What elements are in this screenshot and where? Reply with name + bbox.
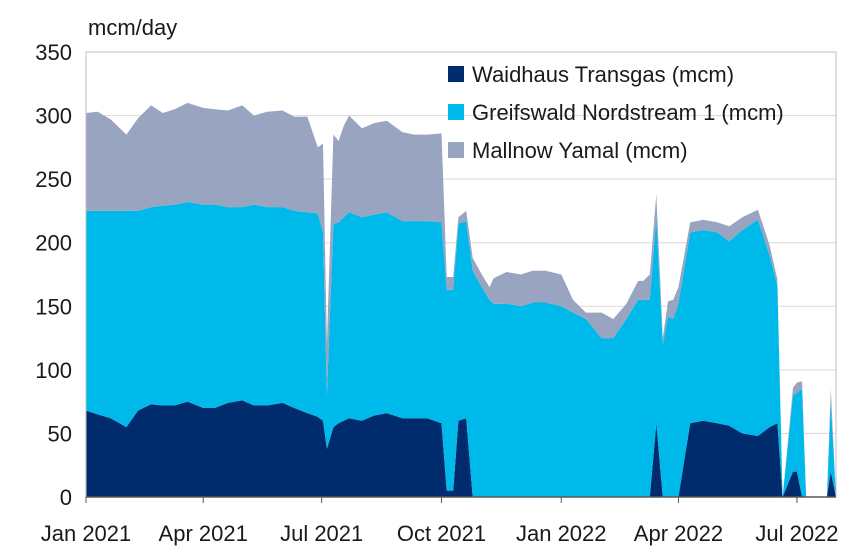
x-tick-label: Apr 2022	[634, 521, 723, 546]
area-series-2	[86, 102, 836, 498]
y-tick-label: 350	[35, 40, 72, 65]
y-tick-label: 50	[48, 421, 72, 446]
y-tick-label: 100	[35, 358, 72, 383]
area-series-1	[86, 202, 836, 497]
x-tick-label: Jul 2022	[755, 521, 838, 546]
x-tick-label: Apr 2021	[159, 521, 248, 546]
legend-swatch	[448, 66, 464, 82]
y-tick-label: 250	[35, 167, 72, 192]
y-tick-label: 300	[35, 104, 72, 129]
legend-label: Waidhaus Transgas (mcm)	[472, 62, 734, 87]
x-tick-label: Oct 2021	[397, 521, 486, 546]
legend-swatch	[448, 104, 464, 120]
x-tick-label: Jan 2022	[516, 521, 607, 546]
legend-label: Mallnow Yamal (mcm)	[472, 138, 688, 163]
legend: Waidhaus Transgas (mcm) Greifswald Nordst…	[448, 62, 784, 163]
axes: 0 50 100 150 200 250 300 350 Jan 2021 Apr 2021 Jul…	[35, 40, 838, 546]
x-tick-label: Jan 2021	[41, 521, 132, 546]
legend-swatch	[448, 142, 464, 158]
y-axis-unit-label: mcm/day	[88, 15, 177, 40]
area-series	[86, 102, 836, 498]
legend-label: Greifswald Nordstream 1 (mcm)	[472, 100, 784, 125]
y-tick-label: 150	[35, 294, 72, 319]
area-series-0	[86, 400, 836, 497]
y-tick-label: 200	[35, 231, 72, 256]
y-tick-label: 0	[60, 485, 72, 510]
x-tick-label: Jul 2021	[280, 521, 363, 546]
